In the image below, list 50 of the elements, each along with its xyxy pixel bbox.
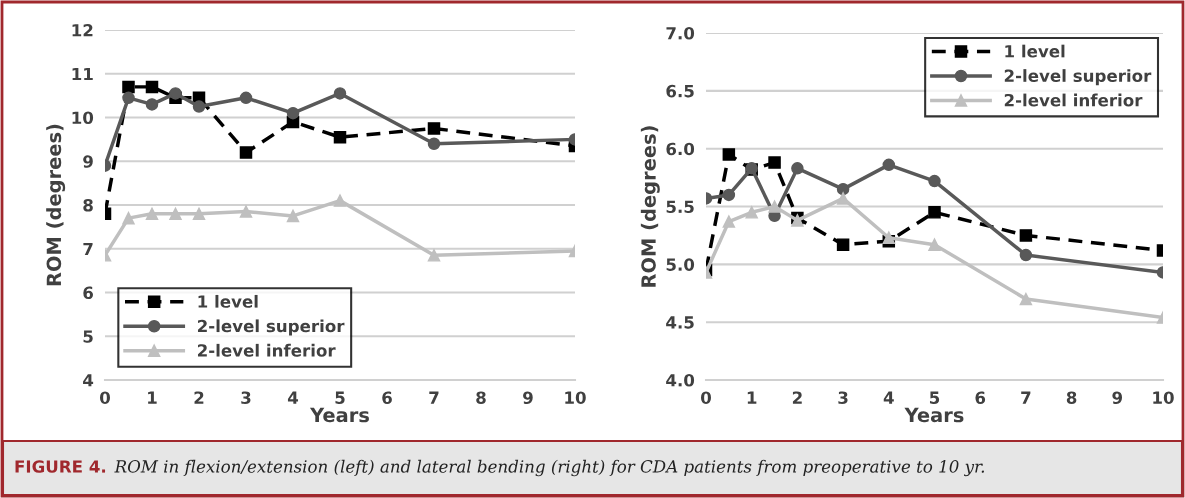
y-tick-label: 5: [83, 330, 93, 343]
y-axis-title: ROM (degrees): [640, 126, 660, 287]
x-tick-label: 6: [382, 391, 392, 405]
y-tick-label: 10: [72, 111, 94, 125]
y-tick-label: 12: [72, 23, 93, 37]
x-tick-label: 0: [100, 391, 110, 405]
x-tick-label: 8: [1066, 391, 1077, 405]
x-tick-label: 4: [287, 391, 299, 404]
y-tick-label: 4: [83, 374, 94, 387]
x-tick-label: 1: [148, 391, 157, 404]
x-tick-label: 0: [701, 391, 711, 405]
x-tick-label: 1: [747, 391, 757, 404]
legend-label: 2-level superior: [197, 319, 345, 336]
y-tick-label: 6.5: [666, 84, 694, 98]
x-axis-title: Years: [904, 407, 964, 423]
legend-label: 2-level inferior: [197, 343, 336, 357]
x-tick-label: 8: [476, 391, 486, 405]
legend-label: 1 level: [198, 294, 258, 308]
y-tick-label: 6.0: [666, 142, 695, 156]
x-tick-label: 9: [523, 391, 533, 405]
y-tick-label: 9: [83, 155, 93, 168]
y-tick-label: 4.0: [666, 373, 695, 387]
x-axis-title: Years: [309, 407, 369, 423]
x-tick-label: 9: [1112, 391, 1123, 405]
x-tick-label: 7: [1021, 391, 1031, 404]
y-tick-label: 7: [83, 242, 93, 256]
y-tick-label: 5.0: [666, 258, 695, 271]
x-tick-label: 6: [975, 391, 986, 405]
y-tick-label: 7.0: [666, 26, 695, 40]
x-tick-label: 2: [194, 391, 204, 404]
legend-label: 2-level inferior: [1004, 93, 1143, 107]
y-axis-title: ROM (degrees): [46, 124, 66, 286]
y-tick-label: 4.5: [666, 316, 694, 329]
y-tick-label: 11: [72, 67, 93, 81]
text: ROM in flexion/extension (left) and lateral bending (right) for CDA patients from preoperative to 10 yr.: [114, 459, 984, 477]
caption: FIGURE 4.: [15, 460, 106, 473]
x-tick-label: 3: [241, 391, 251, 405]
x-tick-label: 7: [429, 391, 439, 404]
x-tick-label: 3: [838, 391, 848, 405]
y-tick-label: 8: [83, 198, 93, 212]
x-tick-label: 5: [335, 391, 345, 405]
y-tick-label: 5.5: [666, 200, 694, 214]
y-tick-label: 6: [83, 286, 93, 300]
legend-label: 1 level: [1005, 44, 1065, 58]
x-tick-label: 4: [883, 391, 894, 404]
x-tick-label: 5: [929, 391, 940, 405]
x-tick-label: 2: [792, 391, 802, 404]
x-tick-label: 10: [565, 391, 586, 405]
legend-label: 2-level superior: [1004, 69, 1152, 86]
x-tick-label: 10: [1153, 391, 1174, 405]
